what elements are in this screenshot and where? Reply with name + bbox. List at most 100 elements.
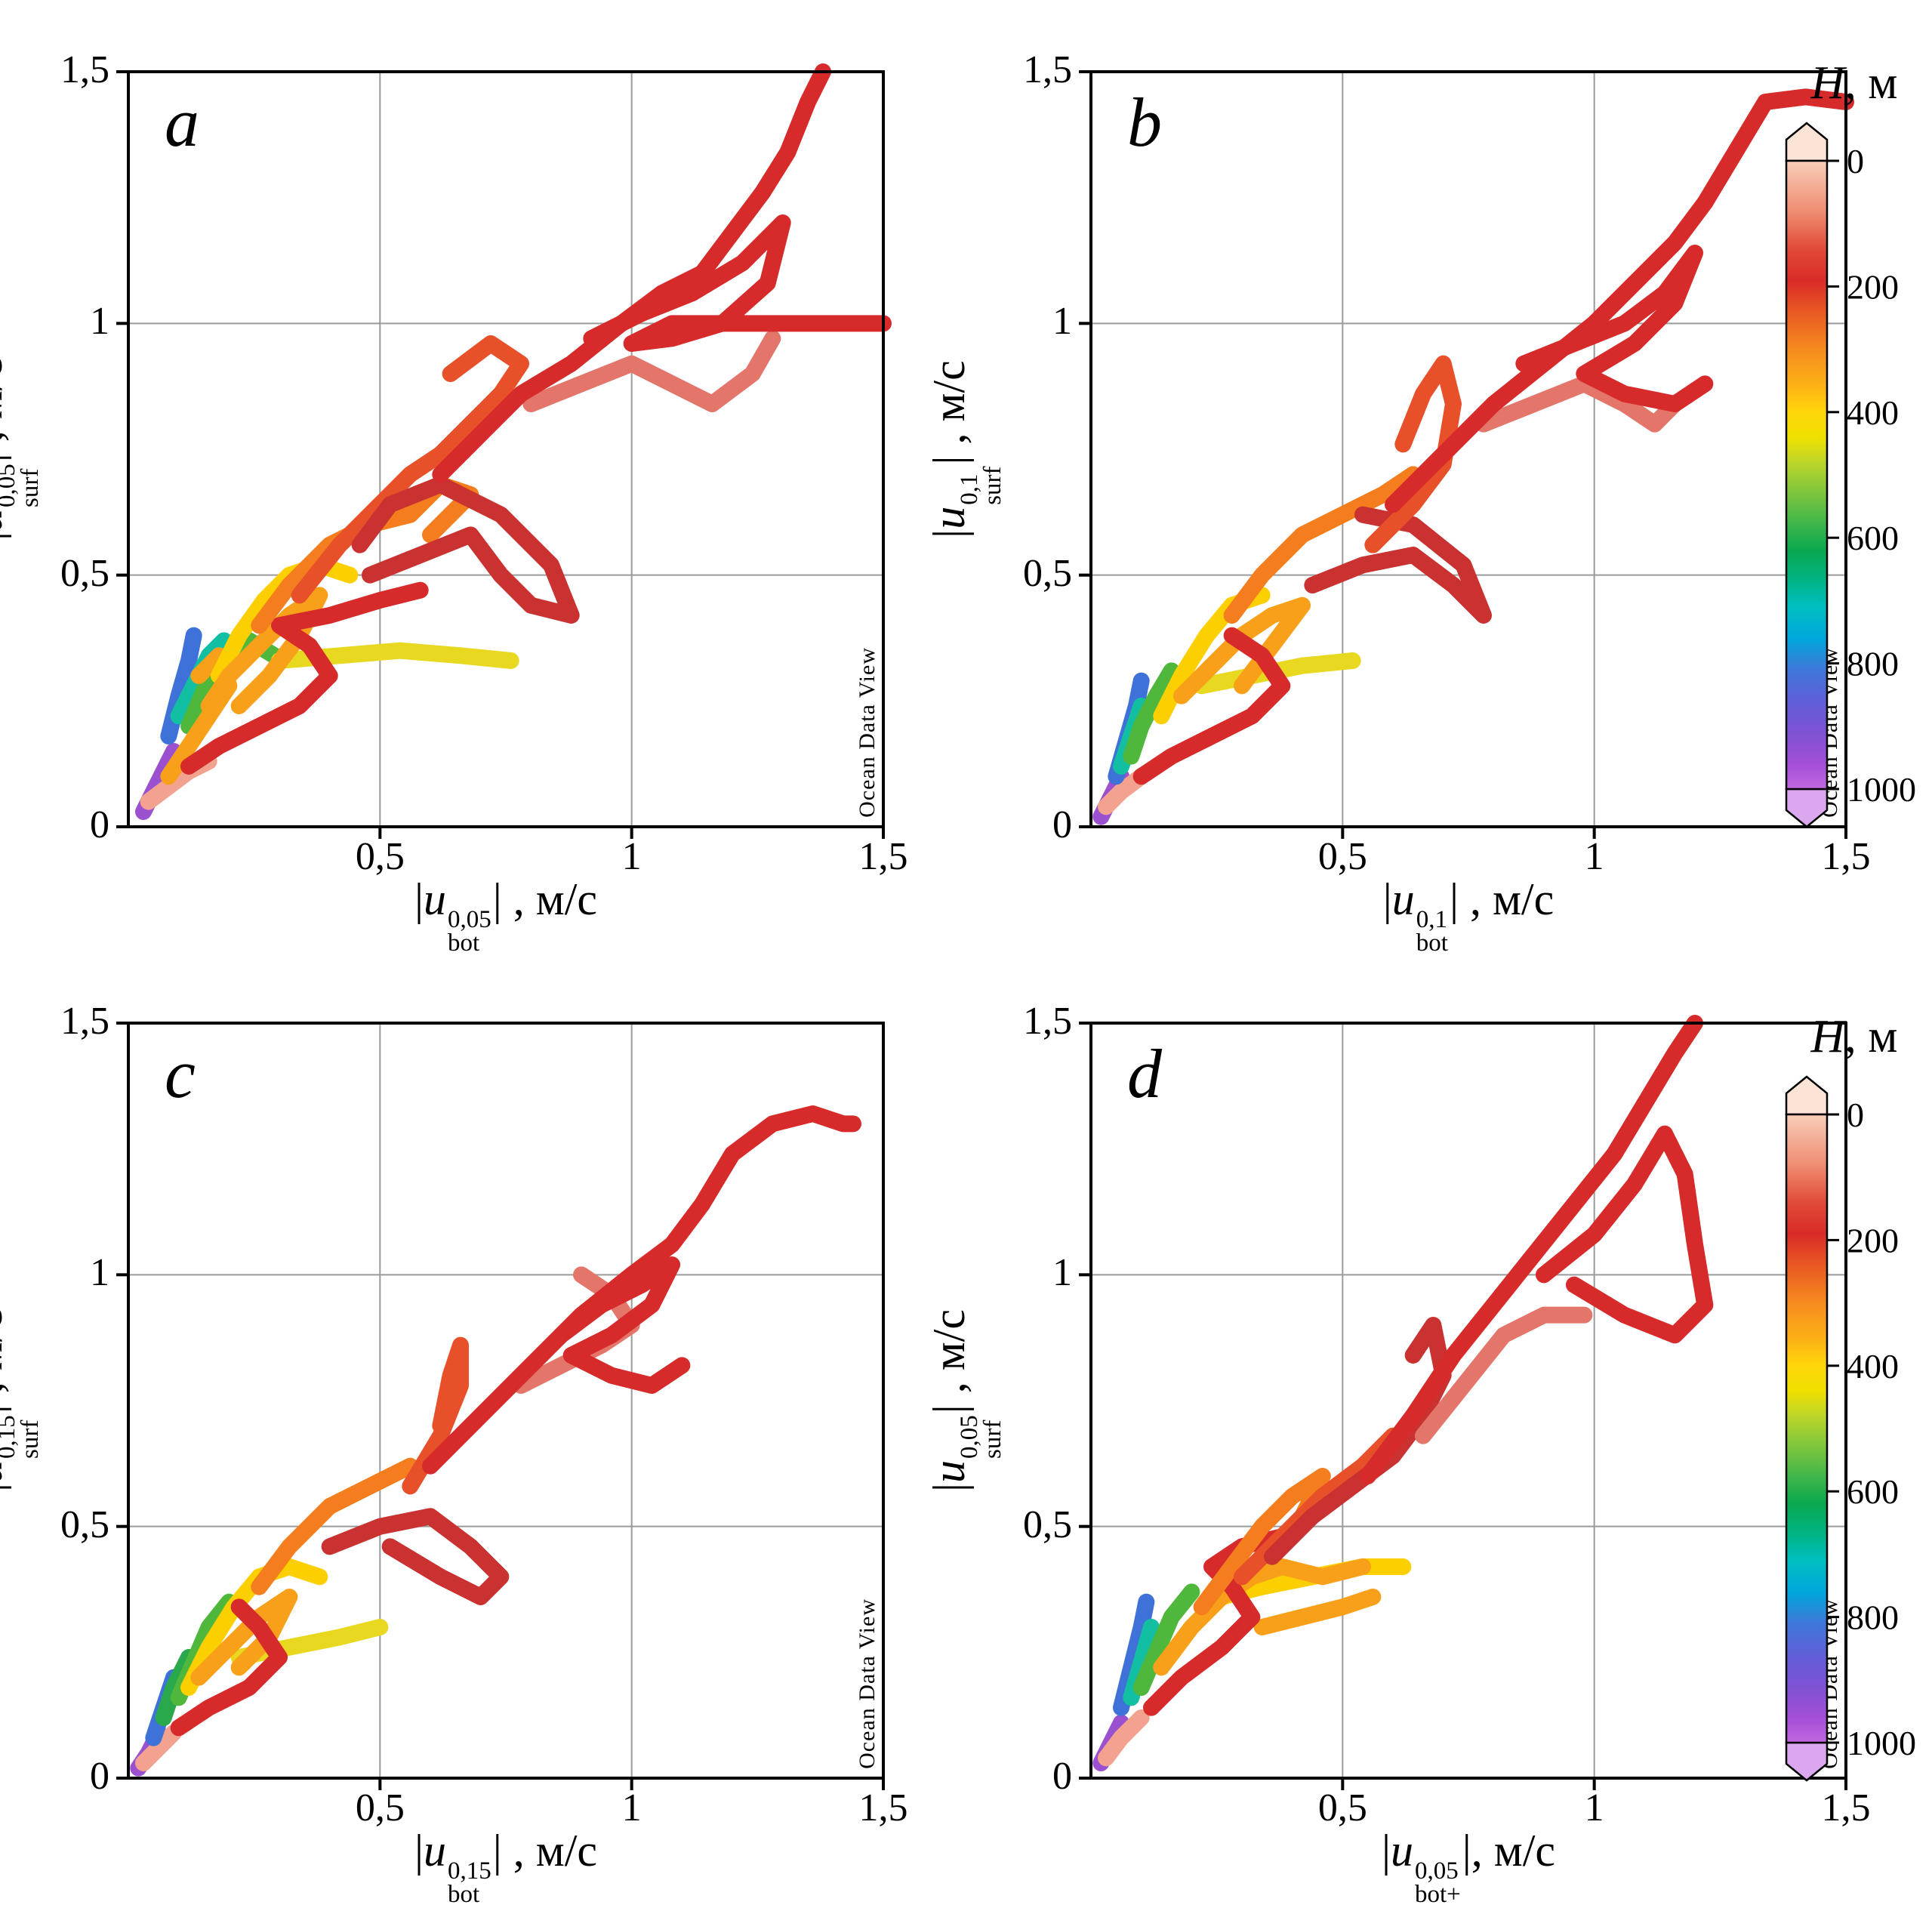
variable-u: u: [923, 506, 974, 529]
abs-bar: |: [923, 1483, 974, 1493]
x-tick-label: 0,5: [1317, 1786, 1367, 1829]
y-tick-label: 0,5: [60, 551, 109, 595]
subscript: bot: [447, 929, 480, 957]
abs-bar: |: [1382, 874, 1392, 924]
x-tick-label: 1,5: [1821, 835, 1871, 878]
colorbar-title: H, м: [1779, 57, 1930, 110]
y-tick-label: 0,5: [60, 1503, 109, 1546]
abs-bar: |: [923, 529, 974, 538]
panel-letter: c: [165, 1035, 196, 1112]
x-tick-label: 1: [1584, 835, 1604, 878]
odv-watermark: Ocean Data View: [855, 647, 880, 818]
variable-H: H: [1810, 57, 1845, 109]
colorbar-tick-label: 600: [1847, 519, 1899, 557]
colorbar-tick-label: 600: [1847, 1472, 1899, 1511]
superscript: 0,05: [1414, 1857, 1459, 1885]
scatter-canvas: [1079, 70, 1854, 839]
variable-u: u: [923, 1460, 974, 1484]
colorbar-gradient: 0 200 400 600 800 1000: [1785, 122, 1916, 828]
abs-bar: |: [1462, 1826, 1471, 1876]
subscript: surf: [16, 468, 44, 508]
colorbar-tick-label: 400: [1847, 1347, 1899, 1386]
subscript: surf: [978, 1419, 1006, 1460]
depth-colorbar: H, м 0 200 400 600 800 1000: [1783, 1011, 1932, 1803]
y-tick-label: 0: [1052, 1755, 1072, 1798]
x-axis-label: |u 0,1 bot | , м/с: [1091, 874, 1846, 957]
superscript: 0,05: [447, 905, 491, 933]
abs-bar: |: [0, 453, 11, 462]
abs-bar: |: [0, 1483, 11, 1492]
subscript: bot: [1416, 929, 1448, 957]
plot-area: a Ocean Data View 0 0,5 1 1,5 0,5 1 1,5: [60, 48, 908, 878]
subscript: bot: [447, 1880, 480, 1908]
unit-label: , м/с: [1458, 874, 1555, 924]
x-tick-label: 0,5: [1317, 835, 1367, 878]
variable-u: u: [423, 1826, 446, 1876]
variable-u: u: [0, 509, 11, 532]
y-tick-label: 0: [1052, 803, 1072, 846]
subscript: bot+: [1414, 1880, 1461, 1908]
scatter-canvas: [116, 1022, 885, 1790]
abs-bar: |: [923, 1404, 974, 1414]
y-tick-label: 0: [90, 1755, 109, 1798]
y-tick-label: 1: [90, 1251, 109, 1295]
variable-u: u: [1390, 1826, 1413, 1876]
x-axis-label: |u 0,05 bot | , м/с: [128, 874, 883, 957]
x-tick-label: 1,5: [858, 1786, 908, 1829]
plot-area: c Ocean Data View 0 0,5 1 1,5 0,5 1 1,5: [60, 1000, 908, 1829]
abs-bar: |: [1381, 1826, 1391, 1876]
abs-bar: |: [0, 1404, 11, 1413]
variable-u: u: [0, 1460, 11, 1483]
odv-watermark: Ocean Data View: [855, 1598, 880, 1769]
x-tick-label: 1,5: [858, 835, 908, 878]
y-tick-label: 1: [1052, 1251, 1072, 1295]
abs-bar: |: [414, 874, 424, 924]
x-axis-label: |u 0,15 bot | , м/с: [128, 1825, 883, 1908]
unit-label: , м/с: [923, 360, 974, 456]
unit-label: , м/с: [501, 1826, 598, 1876]
x-tick-label: 0,5: [355, 835, 405, 878]
colorbar-tick-label: 0: [1847, 1096, 1864, 1134]
colorbar-tick-label: 0: [1847, 142, 1864, 180]
y-tick-label: 1,5: [60, 1000, 109, 1043]
colorbar-title: H, м: [1779, 1010, 1930, 1064]
colorbar-tick-label: 800: [1847, 645, 1899, 683]
unit-label: , м/с: [0, 357, 11, 442]
unit-label: , м/с: [923, 1308, 974, 1405]
abs-bar: |: [0, 532, 11, 541]
y-tick-label: 1,5: [1023, 48, 1072, 91]
abs-bar: |: [923, 455, 974, 465]
x-tick-label: 1: [621, 1786, 642, 1829]
y-tick-label: 0,5: [1023, 1503, 1072, 1546]
x-tick-label: 1,5: [1821, 1786, 1871, 1829]
abs-bar: |: [492, 874, 502, 924]
panel-letter: d: [1127, 1035, 1162, 1112]
y-tick-label: 1,5: [1023, 1000, 1072, 1043]
x-tick-label: 0,5: [355, 1786, 405, 1829]
colorbar-tick-label: 200: [1847, 267, 1899, 306]
variable-H: H: [1810, 1011, 1845, 1062]
x-tick-label: 1: [621, 835, 642, 878]
variable-u: u: [423, 874, 446, 924]
superscript: 0,1: [955, 473, 983, 505]
y-tick-label: 1: [1052, 300, 1072, 344]
colorbar-tick-label: 1000: [1847, 770, 1916, 809]
colorbar-tick-label: 400: [1847, 393, 1899, 432]
unit-label: , м/с: [1471, 1826, 1556, 1876]
panel-letter: a: [165, 84, 199, 161]
variable-u: u: [1391, 874, 1415, 924]
unit-label: , м/с: [0, 1308, 11, 1393]
colorbar-tick-label: 1000: [1847, 1724, 1916, 1762]
unit-label: , м: [1844, 57, 1898, 109]
superscript: 0,05: [955, 1415, 983, 1460]
subscript: surf: [978, 466, 1006, 505]
panel-letter: b: [1127, 84, 1162, 161]
depth-colorbar: H, м 0 200 400 600 800 1000: [1783, 57, 1932, 849]
panel-b: |u 0,1 surf | , м/с b Ocean Data View 0 0,5 1…: [924, 48, 1871, 956]
panel-d: |u 0,05 surf | , м/с d Ocean Data View 0 0,5…: [924, 1000, 1871, 1907]
colorbar-tick-label: 200: [1847, 1221, 1899, 1259]
